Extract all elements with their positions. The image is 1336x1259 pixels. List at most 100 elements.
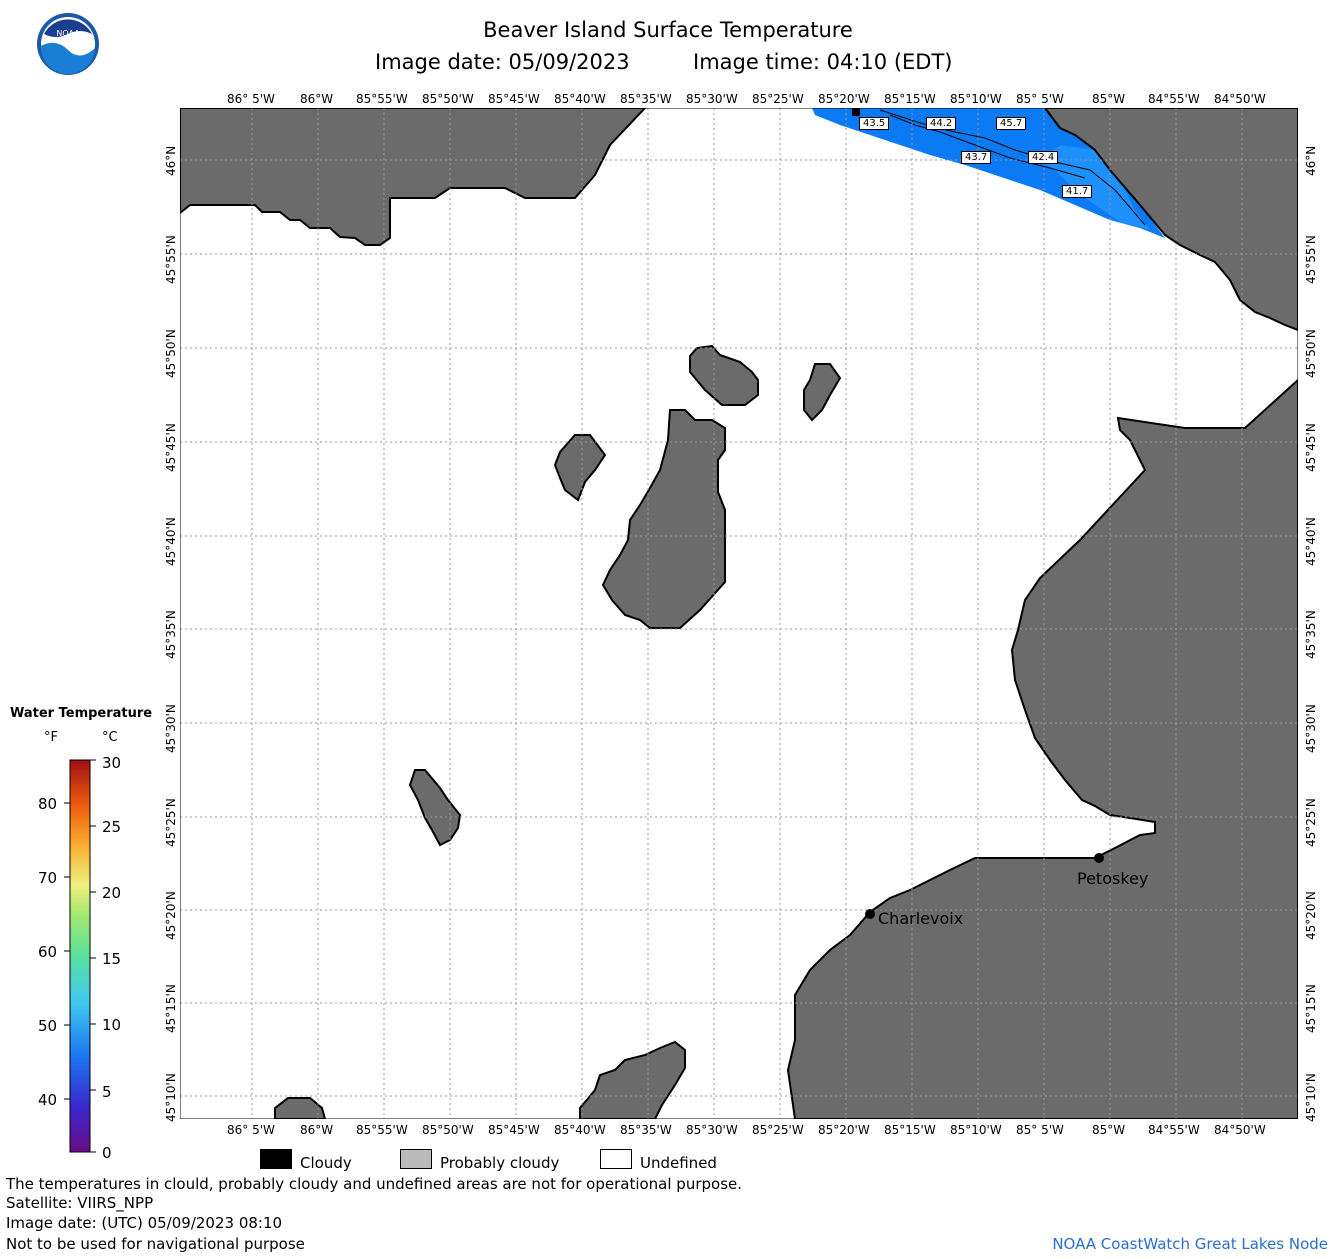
lon-label: 84°55'W xyxy=(1148,1123,1200,1137)
lon-label: 85°40'W xyxy=(554,92,606,106)
lat-label: 45°10'N xyxy=(1304,1073,1318,1122)
temp-label: 43.7 xyxy=(961,151,992,164)
lon-label: 85°55'W xyxy=(356,92,408,106)
lat-label: 45°15'N xyxy=(1304,984,1318,1033)
colorbar xyxy=(64,759,96,1153)
f-tick: 70 xyxy=(38,869,58,887)
lat-label: 45°35'N xyxy=(1304,610,1318,659)
lon-label: 86°W xyxy=(300,1123,334,1137)
probably-cloudy-swatch xyxy=(400,1149,432,1169)
lon-label: 85°W xyxy=(1092,92,1126,106)
c-tick: 25 xyxy=(102,818,122,836)
lat-label: 45°55'N xyxy=(1304,235,1318,284)
lon-label: 85°40'W xyxy=(554,1123,606,1137)
lon-label: 85°30'W xyxy=(686,1123,738,1137)
land xyxy=(180,108,1298,1119)
c-tick: 30 xyxy=(102,754,122,772)
lon-label: 84°55'W xyxy=(1148,92,1200,106)
nav-warning: Not to be used for navigational purpose xyxy=(6,1235,305,1253)
lon-label: 86° 5'W xyxy=(227,1123,275,1137)
lon-label: 85°30'W xyxy=(686,92,738,106)
graticule xyxy=(180,108,1298,1119)
svg-text:NOAA: NOAA xyxy=(56,29,80,38)
lon-label: 85°W xyxy=(1092,1123,1126,1137)
lon-label: 85°25'W xyxy=(752,1123,804,1137)
lat-label: 45°40'N xyxy=(164,517,178,566)
lat-label: 45°30'N xyxy=(1304,704,1318,753)
temp-label: 44.2 xyxy=(926,117,957,130)
image-time: Image time: 04:10 (EDT) xyxy=(693,50,953,74)
c-tick: 15 xyxy=(102,950,122,968)
lon-label: 85°35'W xyxy=(620,1123,672,1137)
lat-label: 45°35'N xyxy=(164,610,178,659)
c-tick: 10 xyxy=(102,1016,122,1034)
lat-label: 45°20'N xyxy=(1304,891,1318,940)
lon-label: 86° 5'W xyxy=(227,92,275,106)
lat-label: 45°40'N xyxy=(1304,517,1318,566)
f-tick: 80 xyxy=(38,795,58,813)
f-tick: 40 xyxy=(38,1091,58,1109)
lat-label: 45°45'N xyxy=(164,423,178,472)
lon-label: 85°50'W xyxy=(422,1123,474,1137)
cloudy-label: Cloudy xyxy=(300,1154,352,1172)
lat-label: 46°N xyxy=(1304,145,1318,176)
temp-label: 42.4 xyxy=(1028,151,1059,164)
lon-label: 84°50'W xyxy=(1214,92,1266,106)
c-tick: 0 xyxy=(102,1144,112,1162)
f-tick: 50 xyxy=(38,1017,58,1035)
probably-cloudy-label: Probably cloudy xyxy=(440,1154,560,1172)
lon-label: 84°50'W xyxy=(1214,1123,1266,1137)
city-label-petoskey: Petoskey xyxy=(1077,869,1149,888)
lat-label: 45°10'N xyxy=(164,1073,178,1122)
cloud-pixel xyxy=(852,108,860,116)
satellite: Satellite: VIIRS_NPP xyxy=(6,1194,154,1212)
lon-label: 86°W xyxy=(300,92,334,106)
unit-celsius: °C xyxy=(102,730,118,745)
map-title: Beaver Island Surface Temperature xyxy=(483,18,853,42)
lat-label: 46°N xyxy=(164,145,178,176)
lon-label: 85°15'W xyxy=(884,1123,936,1137)
disclaimer: The temperatures in clould, probably clo… xyxy=(6,1175,743,1193)
undefined-swatch xyxy=(600,1149,632,1169)
lat-label: 45°25'N xyxy=(1304,798,1318,847)
charlevoix-marker xyxy=(865,909,875,919)
lon-label: 85°15'W xyxy=(884,92,936,106)
lat-label: 45°20'N xyxy=(164,891,178,940)
temp-label: 43.5 xyxy=(859,117,890,130)
temp-label: 41.7 xyxy=(1062,185,1093,198)
lat-label: 45°55'N xyxy=(164,235,178,284)
lon-label: 85°45'W xyxy=(488,1123,540,1137)
map-canvas xyxy=(180,108,1298,1119)
c-tick: 20 xyxy=(102,884,122,902)
lon-label: 85° 5'W xyxy=(1016,1123,1064,1137)
lon-label: 85°35'W xyxy=(620,92,672,106)
noaa-logo: NOAA xyxy=(37,13,99,75)
lon-label: 85°55'W xyxy=(356,1123,408,1137)
city-label-charlevoix: Charlevoix xyxy=(878,909,964,928)
undefined-label: Undefined xyxy=(640,1154,717,1172)
utc-date: Image date: (UTC) 05/09/2023 08:10 xyxy=(6,1214,283,1232)
lon-label: 85°20'W xyxy=(818,1123,870,1137)
colorbar-title: Water Temperature xyxy=(10,706,153,721)
lon-label: 85°10'W xyxy=(950,1123,1002,1137)
temp-label: 45.7 xyxy=(996,117,1027,130)
sst-band xyxy=(812,108,1165,238)
lat-label: 45°30'N xyxy=(164,704,178,753)
lon-label: 85°20'W xyxy=(818,92,870,106)
lat-label: 45°50'N xyxy=(1304,329,1318,378)
lon-label: 85°50'W xyxy=(422,92,474,106)
lon-label: 85°45'W xyxy=(488,92,540,106)
lat-label: 45°45'N xyxy=(1304,423,1318,472)
c-tick: 5 xyxy=(102,1083,112,1101)
lat-label: 45°25'N xyxy=(164,798,178,847)
f-tick: 60 xyxy=(38,943,58,961)
petoskey-marker xyxy=(1094,853,1104,863)
cloudy-swatch xyxy=(260,1149,292,1169)
image-date: Image date: 05/09/2023 xyxy=(375,50,630,74)
lat-label: 45°50'N xyxy=(164,329,178,378)
credit: NOAA CoastWatch Great Lakes Node xyxy=(1052,1235,1328,1253)
unit-fahrenheit: °F xyxy=(44,730,58,745)
lon-label: 85°10'W xyxy=(950,92,1002,106)
lat-label: 45°15'N xyxy=(164,984,178,1033)
lon-label: 85° 5'W xyxy=(1016,92,1064,106)
